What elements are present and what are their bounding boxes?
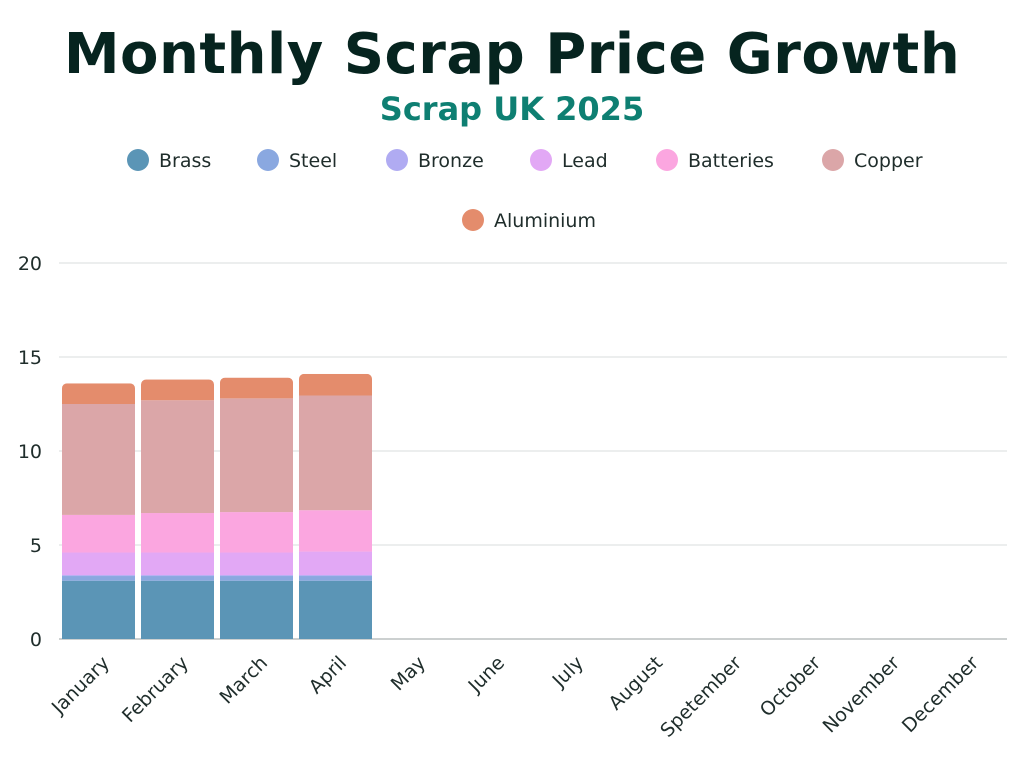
y-tick-label: 5 — [30, 535, 42, 557]
legend-item-bronze: Bronze — [386, 149, 484, 172]
bar-april-lead — [299, 551, 372, 576]
bar-april-batteries — [299, 510, 372, 552]
x-tick-label-december: December — [898, 652, 983, 737]
legend-item-lead: Lead — [530, 149, 608, 172]
legend-swatch-batteries — [656, 149, 678, 171]
chart-subtitle: Scrap UK 2025 — [379, 90, 645, 128]
bar-april-aluminium — [299, 373, 372, 396]
bar-stack-january — [62, 383, 135, 639]
bar-january-bronze — [62, 575, 135, 577]
x-tick-label-october: October — [756, 652, 825, 721]
legend-item-steel: Steel — [257, 149, 337, 172]
bar-february-batteries — [141, 513, 214, 553]
bar-february-aluminium — [141, 379, 214, 401]
legend-swatch-lead — [530, 149, 552, 171]
bar-march-bronze — [220, 575, 293, 577]
y-tick-label: 0 — [30, 629, 42, 651]
bar-february-brass — [141, 580, 214, 639]
bars — [62, 373, 372, 639]
legend: Brass Steel Bronze Lead Batteries Copper Alumi… — [127, 149, 923, 232]
legend-swatch-copper — [822, 149, 844, 171]
x-tick-label-may: May — [387, 652, 430, 695]
bar-april-brass — [299, 580, 372, 639]
bar-march-brass — [220, 580, 293, 639]
bar-stack-april — [299, 373, 372, 639]
x-tick-label-august: August — [604, 652, 667, 715]
legend-label-brass: Brass — [159, 150, 211, 172]
legend-label-bronze: Bronze — [418, 150, 484, 172]
legend-label-batteries: Batteries — [688, 150, 774, 172]
bar-february-lead — [141, 552, 214, 576]
bar-january-steel — [62, 576, 135, 581]
legend-swatch-brass — [127, 149, 149, 171]
x-tick-label-june: June — [464, 652, 510, 698]
bar-january-brass — [62, 580, 135, 639]
bar-february-steel — [141, 576, 214, 581]
bar-april-bronze — [299, 575, 372, 577]
bar-january-aluminium — [62, 383, 135, 404]
chart-title: Monthly Scrap Price Growth — [63, 22, 961, 87]
x-tick-label-january: January — [47, 652, 114, 719]
bar-february-copper — [141, 400, 214, 514]
bar-march-copper — [220, 398, 293, 513]
bar-january-batteries — [62, 514, 135, 553]
legend-label-steel: Steel — [289, 150, 337, 172]
gridlines — [59, 262, 1007, 640]
legend-label-copper: Copper — [854, 150, 923, 172]
x-tick-label-november: November — [819, 652, 905, 738]
legend-swatch-aluminium — [462, 209, 484, 231]
legend-item-batteries: Batteries — [656, 149, 774, 172]
x-tick-label-april: April — [305, 652, 351, 698]
y-tick-label: 10 — [18, 441, 42, 463]
legend-item-copper: Copper — [822, 149, 923, 172]
legend-label-aluminium: Aluminium — [494, 210, 596, 232]
bar-april-steel — [299, 576, 372, 581]
bar-march-batteries — [220, 512, 293, 553]
y-axis: 0 5 10 15 20 — [18, 253, 42, 651]
bar-january-lead — [62, 552, 135, 576]
bar-january-copper — [62, 404, 135, 515]
bar-march-aluminium — [220, 377, 293, 399]
x-tick-label-march: March — [216, 652, 273, 709]
x-tick-label-july: July — [548, 652, 588, 692]
y-tick-label: 20 — [18, 253, 42, 275]
x-tick-label-february: February — [118, 652, 193, 727]
legend-item-aluminium: Aluminium — [462, 209, 596, 232]
legend-item-brass: Brass — [127, 149, 211, 172]
bar-february-bronze — [141, 575, 214, 577]
legend-swatch-steel — [257, 149, 279, 171]
legend-swatch-bronze — [386, 149, 408, 171]
bar-march-steel — [220, 576, 293, 581]
bar-stack-march — [220, 377, 293, 639]
bar-stack-february — [141, 379, 214, 639]
x-tick-label-spetember: Spetember — [656, 652, 746, 742]
y-tick-label: 15 — [18, 347, 42, 369]
legend-label-lead: Lead — [562, 150, 608, 172]
bar-april-copper — [299, 395, 372, 511]
bar-march-lead — [220, 552, 293, 576]
x-axis: January February March April May June July Augu… — [47, 652, 983, 742]
